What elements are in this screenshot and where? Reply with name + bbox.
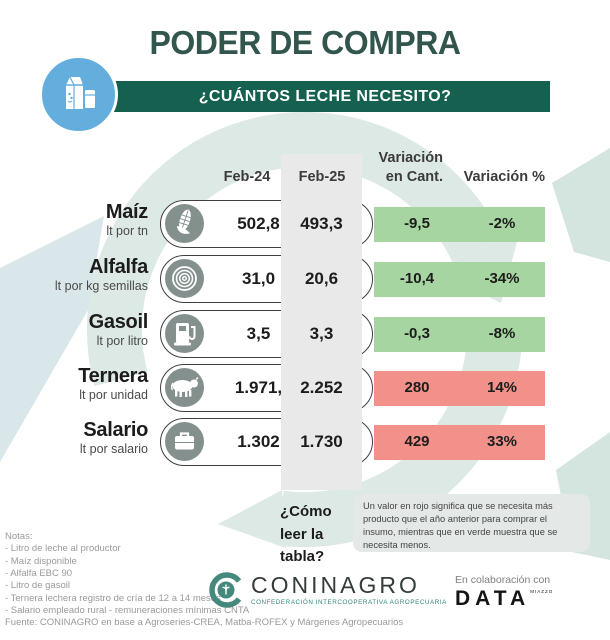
row-label: Alfalfa lt por kg semillas [0, 256, 148, 293]
product-unit: lt por tn [106, 224, 148, 238]
footnotes: Notas: - Litro de leche al productor - M… [5, 531, 403, 630]
column-header-feb24: Feb-24 [223, 169, 271, 185]
product-name: Alfalfa [88, 256, 148, 278]
coninagro-name: CONINAGRO [251, 572, 420, 598]
variation-pct-value: 14% [486, 379, 518, 396]
feb25-value: 20,6 [304, 269, 339, 288]
notes-title: Notas: [5, 531, 33, 542]
note-line: - Litro de gasoil [5, 580, 70, 592]
feb25-value: 2.252 [300, 378, 343, 397]
data-wordmark: DATA [455, 587, 531, 610]
how-to-read-box: Un valor en rojo significa que se necesi… [353, 494, 590, 552]
column-header-var-cant: Variación en Cant. [378, 150, 443, 185]
collab-label: En colaboración con [455, 574, 551, 586]
product-name: Salario [83, 419, 148, 441]
swirl-arc-top [87, 112, 502, 387]
hay-bale-icon [165, 259, 204, 298]
variation-bar: -9,5 -2% [374, 207, 545, 242]
variation-cant-value: 429 [404, 433, 430, 450]
corn-icon [165, 204, 204, 243]
coninagro-tagline: CONFEDERACIÓN INTERCOOPERATIVA AGROPECUA… [251, 599, 447, 606]
note-line: - Alfalfa EBC 90 [5, 568, 73, 580]
feb24-value: 1.971, [234, 378, 283, 397]
coninagro-wordmark: CONINAGRO CONFEDERACIÓN INTERCOOPERATIVA… [251, 572, 447, 607]
feb25-value: 493,3 [300, 214, 343, 233]
coninagro-logo: CONINAGRO CONFEDERACIÓN INTERCOOPERATIVA… [205, 569, 447, 611]
variation-bar: 429 33% [374, 425, 545, 460]
variation-cant-value: -0,3 [404, 325, 430, 342]
miazzo-wordmark: MIAZZO [530, 589, 554, 594]
milk-carton-glass-icon [65, 76, 95, 109]
note-line: - Maíz disponible [5, 555, 77, 567]
feb25-value: 3,3 [309, 324, 334, 343]
product-name: Maíz [105, 201, 148, 223]
note-line: - Litro de leche al productor [5, 543, 121, 555]
row-label: Gasoil lt por litro [0, 311, 149, 348]
coninagro-c-icon [209, 572, 242, 608]
product-unit: lt por unidad [79, 388, 148, 402]
variation-bar: -10,4 -34% [374, 262, 545, 297]
variation-pct-value: -34% [484, 270, 520, 287]
variation-bar: -0,3 -8% [374, 317, 545, 352]
right-top-wedge-shape [552, 148, 610, 262]
column-header-feb25: Feb-25 [298, 169, 346, 185]
left-wedge-shape [0, 216, 104, 462]
product-name: Gasoil [88, 311, 149, 333]
product-unit: lt por litro [96, 334, 148, 348]
feb24-value: 3,5 [246, 324, 271, 343]
page-title: PODER DE COMPRA [149, 24, 461, 61]
how-to-read-text: Un valor en rojo significa que se necesi… [363, 501, 558, 551]
row-label: Ternera lt por unidad [0, 365, 148, 402]
product-unit: lt por kg semillas [54, 279, 148, 293]
variation-bar: 280 14% [374, 371, 545, 406]
column-header-var-pct: Variación % [463, 169, 545, 185]
feb25-value: 1.730 [300, 432, 343, 451]
variation-cant-value: 280 [404, 379, 430, 396]
data-miazzo-logo: En colaboración con DATAMIAZZO [455, 574, 553, 610]
variation-pct-value: -8% [488, 325, 516, 342]
feb24-value: 502,8 [237, 214, 280, 233]
variation-cant-value: -9,5 [404, 215, 430, 232]
briefcase-icon [165, 422, 204, 461]
variation-cant-value: -10,4 [399, 270, 435, 287]
variation-pct-value: 33% [486, 433, 518, 450]
cow-icon [165, 368, 204, 407]
row-label: Maíz lt por tn [0, 201, 148, 238]
swirl-arrowhead-bottom [218, 490, 286, 548]
how-to-read-label: ¿Cómo leer la tabla? [280, 503, 332, 565]
feb24-value: 31,0 [241, 269, 276, 288]
product-name: Ternera [78, 365, 148, 387]
feb25-column-highlight [281, 154, 362, 490]
note-line: - Ternera lechera registro de cría de 12… [5, 592, 221, 604]
note-line: - Salario empleado rural - remuneracione… [5, 605, 250, 617]
variation-pct-value: -2% [488, 215, 516, 232]
feb24-value: 1.302 [237, 432, 280, 451]
subtitle-text: ¿CUÁNTOS LECHE NECESITO? [198, 87, 452, 105]
source-line: Fuente: CONINAGRO en base a Agroseries-C… [5, 617, 404, 629]
milk-icon [39, 55, 118, 134]
product-unit: lt por salario [79, 442, 148, 456]
fuel-pump-icon [165, 314, 204, 353]
row-label: Salario lt por salario [0, 419, 148, 456]
subtitle-banner: ¿CUÁNTOS LECHE NECESITO? [100, 81, 550, 112]
